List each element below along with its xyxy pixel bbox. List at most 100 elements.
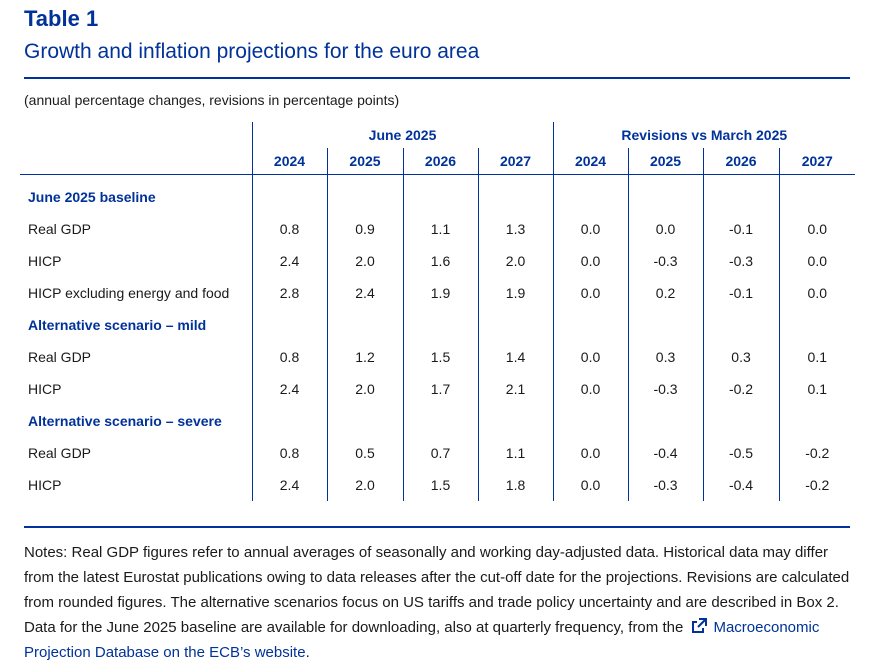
- value-cell: 0.0: [778, 245, 856, 277]
- value-cell: 2.8: [251, 277, 327, 309]
- year-header: 2026: [402, 148, 478, 175]
- top-rule: [24, 77, 850, 79]
- value-cell: 0.0: [552, 213, 629, 245]
- empty-cell: [702, 174, 780, 213]
- value-cell: 0.0: [778, 213, 856, 245]
- group-header-june-2025: June 2025: [251, 122, 554, 148]
- table-row: Real GDP 0.8 0.9 1.1 1.3 0.0 0.0 -0.1 0.0: [20, 213, 856, 245]
- value-cell: -0.2: [778, 437, 856, 469]
- section-row: Alternative scenario – severe: [20, 405, 856, 437]
- value-cell: 1.8: [477, 469, 554, 501]
- value-cell: 0.0: [552, 245, 629, 277]
- year-header: 2024: [552, 148, 629, 175]
- table-title: Table 1: [24, 6, 99, 31]
- value-cell: -0.3: [627, 245, 704, 277]
- value-cell: 2.1: [477, 373, 554, 405]
- row-label: HICP: [28, 381, 62, 397]
- group-header-revisions: Revisions vs March 2025: [552, 122, 856, 148]
- empty-cell: [251, 174, 327, 213]
- empty-cell: [702, 309, 780, 341]
- table-body: June 2025 baseline Real GDP 0.8 0.9 1.1 1.3 0.…: [20, 174, 856, 501]
- section-title: Alternative scenario – mild: [28, 317, 207, 333]
- value-cell: -0.2: [702, 373, 780, 405]
- value-cell: 0.0: [552, 373, 629, 405]
- year-header: 2027: [778, 148, 856, 175]
- value-cell: 1.1: [402, 213, 478, 245]
- value-cell: 1.1: [477, 437, 554, 469]
- empty-cell: [326, 174, 403, 213]
- value-cell: -0.4: [702, 469, 780, 501]
- value-cell: 1.5: [402, 469, 478, 501]
- empty-cell: [552, 405, 629, 437]
- value-cell: -0.1: [702, 213, 780, 245]
- empty-cell: [477, 405, 554, 437]
- value-cell: -0.3: [627, 469, 704, 501]
- row-label: HICP excluding energy and food: [28, 285, 230, 301]
- value-cell: -0.4: [627, 437, 704, 469]
- empty-cell: [778, 405, 856, 437]
- value-cell: 1.9: [477, 277, 554, 309]
- empty-cell: [477, 309, 554, 341]
- empty-cell: [477, 174, 554, 213]
- value-cell: 0.1: [778, 373, 856, 405]
- value-cell: 0.8: [251, 341, 327, 373]
- projections-table: June 2025 Revisions vs March 2025 2024 2…: [20, 122, 856, 501]
- empty-cell: [402, 405, 478, 437]
- value-cell: 2.4: [251, 245, 327, 277]
- value-cell: 1.7: [402, 373, 478, 405]
- notes-text: Notes: Real GDP figures refer to annual …: [24, 544, 850, 636]
- value-cell: 2.4: [251, 373, 327, 405]
- section-row: Alternative scenario – mild: [20, 309, 856, 341]
- table-row: HICP 2.4 2.0 1.6 2.0 0.0 -0.3 -0.3 0.0: [20, 245, 856, 277]
- empty-cell: [402, 309, 478, 341]
- value-cell: 1.5: [402, 341, 478, 373]
- value-cell: -0.1: [702, 277, 780, 309]
- value-cell: 1.3: [477, 213, 554, 245]
- row-label: HICP: [28, 253, 62, 269]
- section-title: Alternative scenario – severe: [28, 413, 222, 429]
- external-link-icon[interactable]: [691, 617, 708, 633]
- value-cell: 0.3: [702, 341, 780, 373]
- year-header: 2024: [251, 148, 327, 175]
- value-cell: -0.3: [627, 373, 704, 405]
- database-link[interactable]: Macroeconomic Projection Database on the…: [24, 619, 820, 661]
- empty-cell: [552, 174, 629, 213]
- empty-cell: [627, 309, 704, 341]
- value-cell: 0.1: [778, 341, 856, 373]
- row-label: Real GDP: [28, 221, 92, 237]
- value-cell: 1.4: [477, 341, 554, 373]
- year-header: 2026: [702, 148, 780, 175]
- value-cell: 0.2: [627, 277, 704, 309]
- notes: Notes: Real GDP figures refer to annual …: [24, 540, 854, 665]
- value-cell: 2.0: [326, 469, 403, 501]
- value-cell: 2.4: [326, 277, 403, 309]
- notes-end: .: [305, 644, 310, 661]
- table-row: HICP 2.4 2.0 1.5 1.8 0.0 -0.3 -0.4 -0.2: [20, 469, 856, 501]
- table-row: Real GDP 0.8 1.2 1.5 1.4 0.0 0.3 0.3 0.1: [20, 341, 856, 373]
- value-cell: 0.8: [251, 437, 327, 469]
- value-cell: 0.9: [326, 213, 403, 245]
- corner-cell: [20, 148, 252, 175]
- value-cell: 0.5: [326, 437, 403, 469]
- value-cell: 0.0: [552, 469, 629, 501]
- table-row: HICP 2.4 2.0 1.7 2.1 0.0 -0.3 -0.2 0.1: [20, 373, 856, 405]
- value-cell: -0.5: [702, 437, 780, 469]
- value-cell: 0.8: [251, 213, 327, 245]
- value-cell: 0.0: [552, 277, 629, 309]
- value-cell: 2.0: [477, 245, 554, 277]
- value-cell: 0.0: [778, 277, 856, 309]
- value-cell: 2.0: [326, 245, 403, 277]
- value-cell: 1.2: [326, 341, 403, 373]
- value-cell: 1.9: [402, 277, 478, 309]
- value-cell: 0.0: [552, 437, 629, 469]
- empty-cell: [627, 174, 704, 213]
- year-header: 2025: [627, 148, 704, 175]
- row-label: Real GDP: [28, 349, 92, 365]
- empty-cell: [402, 174, 478, 213]
- table-row: Real GDP 0.8 0.5 0.7 1.1 0.0 -0.4 -0.5 -0.2: [20, 437, 856, 469]
- empty-cell: [702, 405, 780, 437]
- value-cell: 1.6: [402, 245, 478, 277]
- year-header: 2025: [326, 148, 403, 175]
- table-row: HICP excluding energy and food 2.8 2.4 1.9 1…: [20, 277, 856, 309]
- empty-cell: [778, 309, 856, 341]
